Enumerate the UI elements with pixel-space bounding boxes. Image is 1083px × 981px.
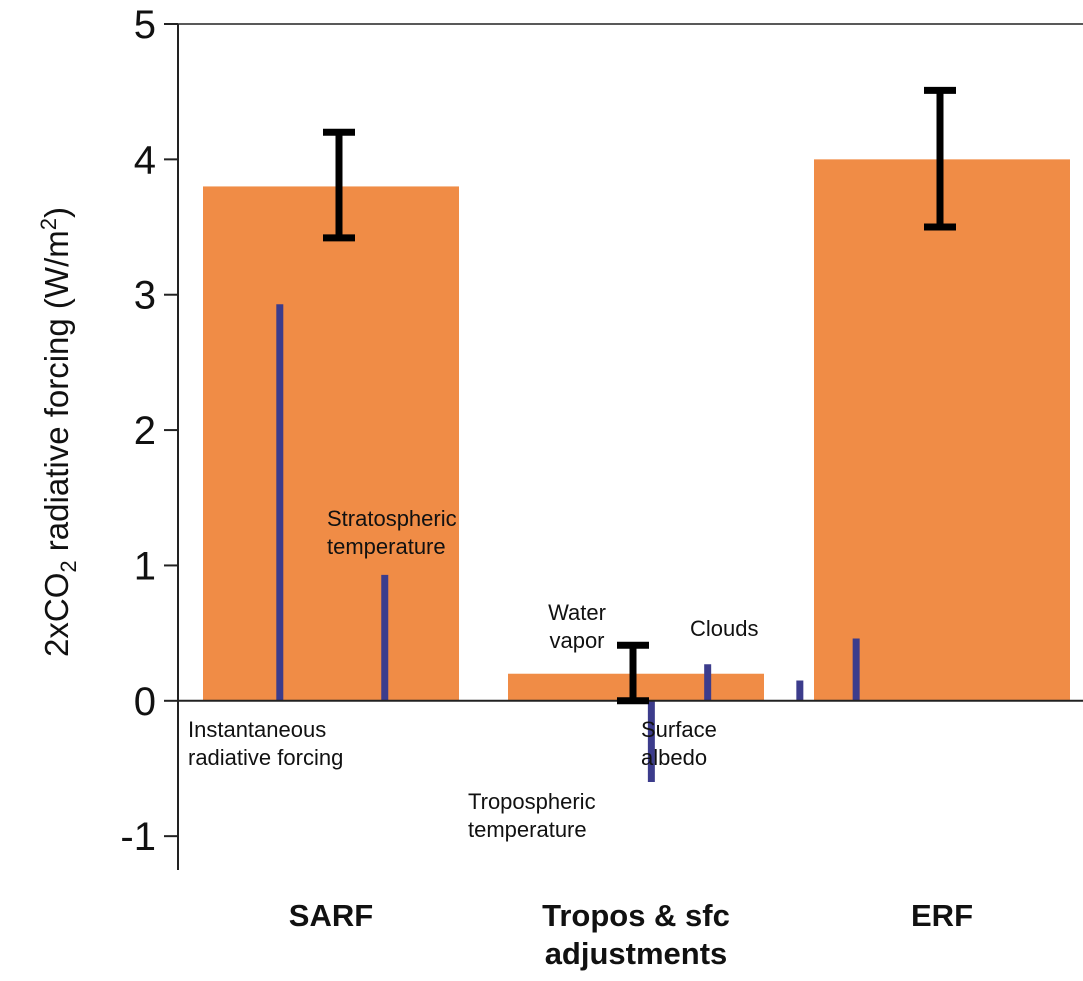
component-label: Water [548, 600, 606, 625]
component-label: Stratospheric [327, 506, 457, 531]
category-label: adjustments [545, 936, 728, 971]
component-label: vapor [549, 628, 604, 653]
y-tick-label: -1 [120, 815, 156, 859]
y-tick-label: 0 [134, 680, 156, 724]
component-label: albedo [641, 745, 707, 770]
y-tick-label: 5 [134, 3, 156, 47]
y-tick-label: 4 [134, 138, 156, 182]
y-tick-label: 2 [134, 409, 156, 453]
y-axis-label: 2xCO2 radiative forcing (W/m2) [36, 207, 81, 657]
y-tick-label: 3 [134, 274, 156, 318]
component-label: Surface [641, 717, 717, 742]
category-label: SARF [289, 898, 373, 933]
y-tick-label: 1 [134, 544, 156, 588]
category-label: ERF [911, 898, 973, 933]
category-label: Tropos & sfc [542, 898, 730, 933]
component-label: temperature [468, 817, 587, 842]
component-label: Clouds [690, 616, 758, 641]
component-label: Tropospheric [468, 789, 596, 814]
component-label: Instantaneous [188, 717, 326, 742]
bar [814, 159, 1070, 701]
component-label: temperature [327, 534, 446, 559]
bar [203, 186, 459, 701]
component-label: radiative forcing [188, 745, 343, 770]
